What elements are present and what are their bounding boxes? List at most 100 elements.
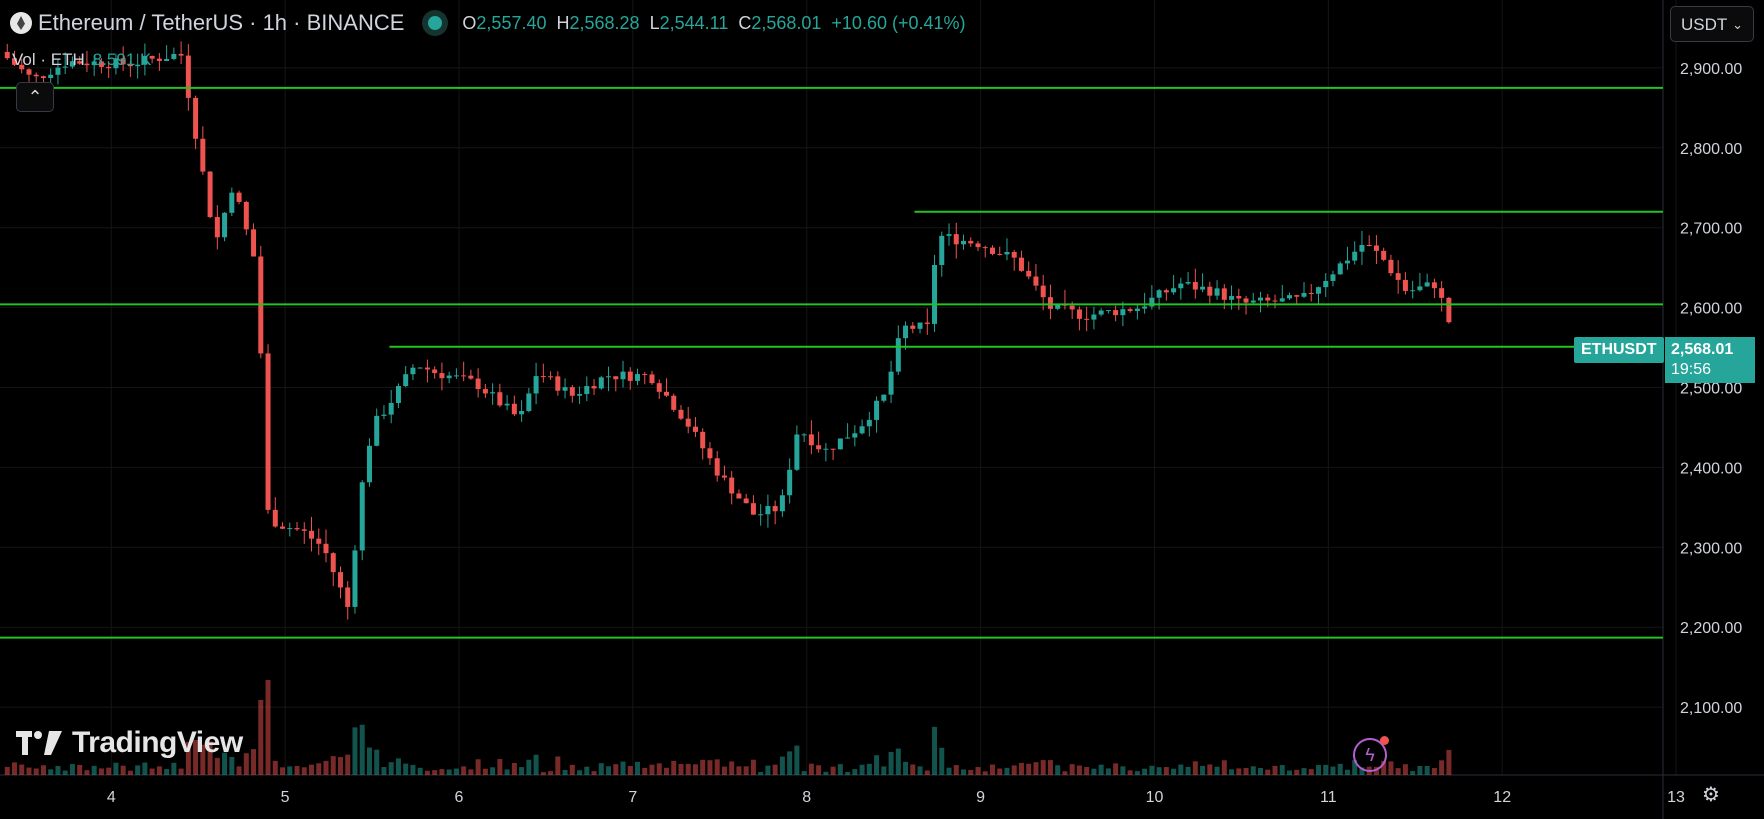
candle-body: [714, 458, 720, 476]
candle-body: [961, 240, 967, 245]
candle-body: [1287, 295, 1293, 299]
price-axis-tick-label: 2,200.00: [1680, 620, 1742, 637]
candle-body: [475, 378, 481, 390]
volume-bar: [1214, 766, 1220, 775]
symbol-title[interactable]: Ethereum / TetherUS · 1h · BINANCE: [38, 10, 405, 35]
candle-body: [403, 374, 409, 387]
candle-body: [1127, 309, 1133, 311]
volume-bar: [251, 749, 257, 775]
currency-select[interactable]: USDT ⌄: [1670, 6, 1754, 42]
volume-bar: [1323, 764, 1329, 775]
volume-bar: [330, 756, 336, 775]
candle-body: [910, 325, 916, 329]
volume-bar: [910, 764, 916, 775]
volume-bar: [874, 755, 880, 775]
price-axis-tick-label: 2,300.00: [1680, 540, 1742, 557]
candle-body: [620, 371, 626, 380]
volume-bar: [26, 767, 32, 775]
candle-body: [1258, 297, 1264, 301]
candle-body: [142, 55, 148, 65]
candle-body: [707, 448, 713, 459]
close-value: C2,568.01: [738, 12, 822, 33]
volume-bar: [135, 765, 141, 775]
volume-bar: [1294, 769, 1300, 775]
candle-body: [222, 212, 228, 238]
volume-bar: [1004, 767, 1010, 775]
candle-body: [859, 426, 865, 434]
volume-bar: [953, 765, 959, 775]
volume-bar: [1439, 760, 1445, 775]
volume-bar: [946, 767, 952, 775]
volume-bar: [178, 768, 184, 775]
volume-bar: [1033, 762, 1039, 775]
volume-bar: [656, 763, 662, 775]
candle-body: [968, 240, 974, 244]
candle-body: [106, 66, 112, 69]
tradingview-logo[interactable]: TradingView: [16, 726, 243, 760]
volume-bar: [156, 766, 162, 775]
volume-bar: [830, 766, 836, 775]
volume-bar: [475, 759, 481, 775]
volume-bar: [982, 771, 988, 775]
candle-body: [1315, 287, 1321, 294]
volume-bar: [663, 767, 669, 775]
time-axis-tick-label: 4: [107, 789, 116, 806]
candle-body: [903, 325, 909, 339]
chart-settings-icon[interactable]: ⚙: [1702, 784, 1720, 806]
candle-body: [953, 234, 959, 245]
volume-bar: [678, 764, 684, 775]
candle-body: [1308, 292, 1314, 294]
candle-body: [700, 431, 706, 449]
volume-bar: [888, 751, 894, 775]
candle-body: [381, 414, 387, 416]
candle-body: [497, 392, 503, 406]
volume-bar: [446, 769, 452, 775]
candle-body: [461, 375, 467, 377]
candle-body: [794, 434, 800, 470]
volume-bar: [84, 770, 90, 775]
volume-bar: [1076, 765, 1082, 775]
candle-body: [1033, 276, 1039, 286]
candle-body: [606, 376, 612, 378]
candle-body: [62, 66, 68, 68]
candle-body: [975, 243, 981, 248]
candle-body: [656, 383, 662, 392]
candle-body: [1388, 259, 1394, 274]
candle-body: [808, 434, 814, 446]
volume-bar: [468, 769, 474, 775]
volume-bar: [55, 766, 61, 775]
volume-legend[interactable]: Vol · ETH 8.591 K: [12, 50, 151, 70]
candle-body: [1344, 260, 1350, 264]
market-status-dot-icon[interactable]: [428, 16, 443, 30]
candle-body: [236, 192, 242, 202]
price-axis-tick-label: 2,600.00: [1680, 301, 1742, 318]
collapse-legend-button[interactable]: ⌃: [16, 82, 54, 112]
open-value: O2,557.40: [462, 12, 547, 33]
lightning-alert-icon[interactable]: ϟ: [1353, 736, 1389, 772]
ohlc-values: O2,557.40 H2,568.28 L2,544.11 C2,568.01 …: [462, 13, 965, 34]
candle-body: [765, 506, 771, 515]
volume-bar: [1178, 764, 1184, 775]
volume-bar: [193, 740, 199, 775]
candle-body: [526, 393, 532, 412]
volume-bar: [1301, 768, 1307, 775]
time-axis-tick-label: 11: [1320, 789, 1337, 806]
volume-bar: [932, 726, 938, 775]
brand-name: TradingView: [72, 726, 243, 759]
volume-bar: [1047, 760, 1053, 775]
candle-body: [816, 445, 822, 450]
candle-body: [801, 434, 807, 436]
volume-bar: [989, 764, 995, 775]
volume-bar: [69, 763, 75, 775]
candle-body: [1381, 250, 1387, 260]
volume-bar: [1120, 766, 1126, 775]
candle-body: [395, 386, 401, 403]
volume-bar: [403, 763, 409, 775]
time-axis-tick-label: 13: [1667, 789, 1685, 806]
price-axis-tick-label: 2,800.00: [1680, 141, 1742, 158]
candle-body: [120, 58, 126, 65]
candle-body: [1373, 245, 1379, 251]
volume-bar: [106, 767, 112, 775]
